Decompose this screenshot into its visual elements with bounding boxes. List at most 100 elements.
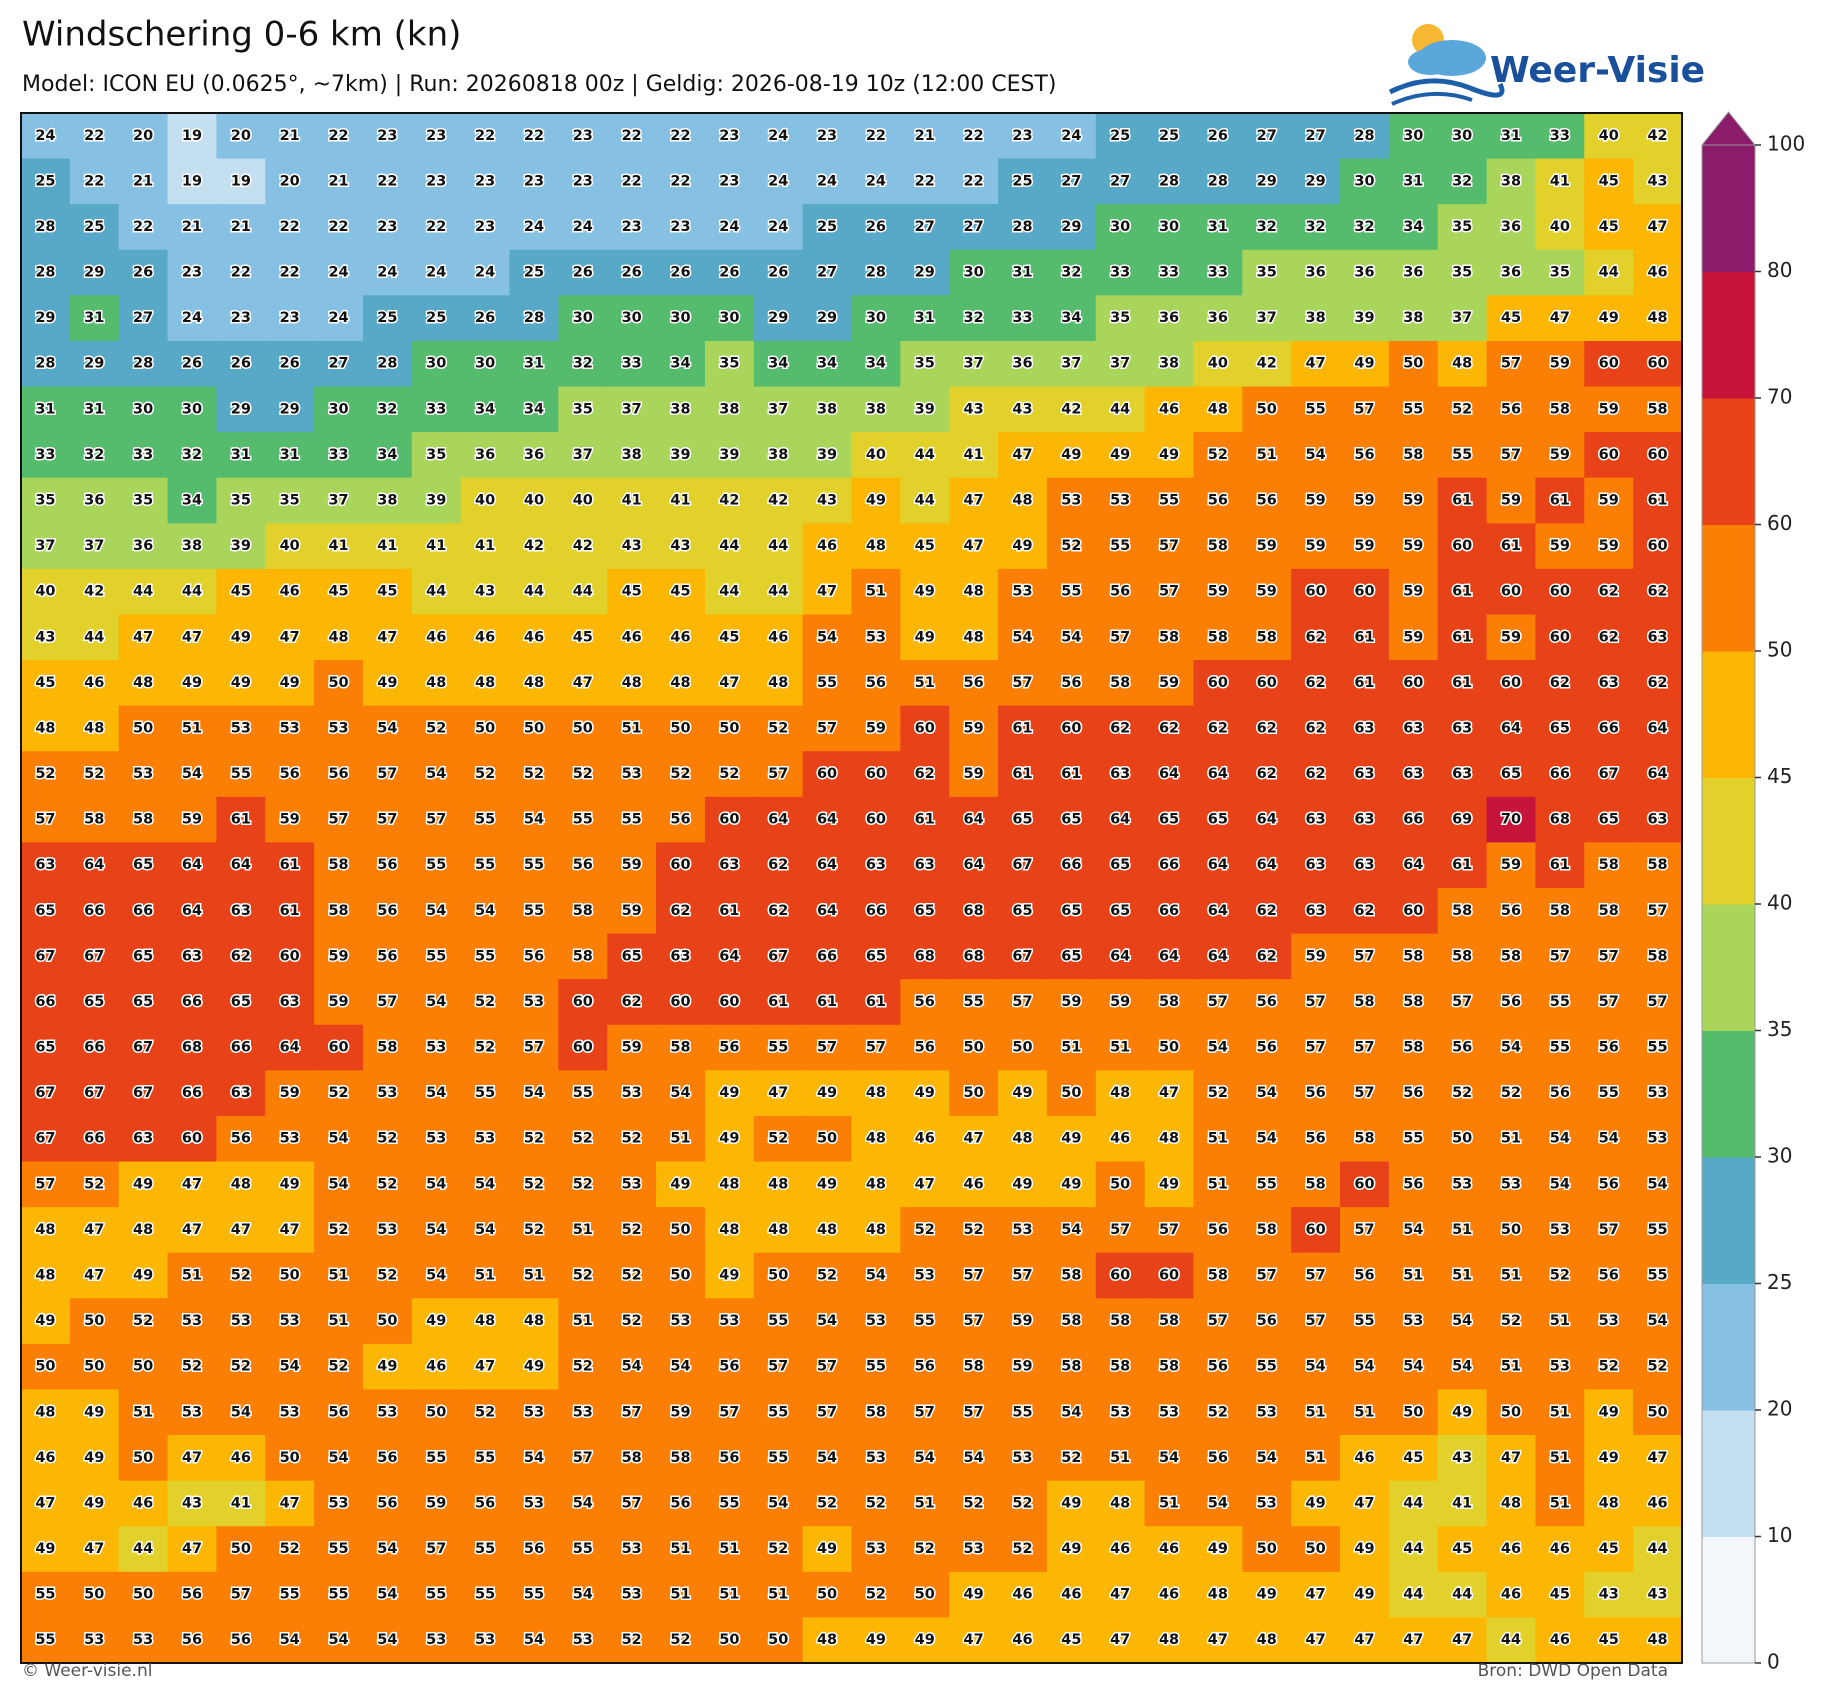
cell-value: 28 <box>1012 219 1032 235</box>
cell-value: 56 <box>1550 1085 1570 1101</box>
cell-fill <box>509 340 559 388</box>
cell-value: 34 <box>866 356 886 372</box>
cell-fill <box>1095 888 1146 935</box>
cell-fill <box>265 660 315 707</box>
cell-value: 55 <box>524 903 544 919</box>
cell-value: 42 <box>84 584 104 600</box>
cell-value: 50 <box>231 1541 251 1557</box>
cell-value: 40 <box>1550 219 1570 235</box>
cell-value: 65 <box>231 994 251 1010</box>
cell-value: 49 <box>1012 1176 1032 1192</box>
cell-fill <box>1193 568 1243 616</box>
cell-fill <box>704 1343 755 1391</box>
cell-value: 58 <box>328 903 348 919</box>
cell-value: 24 <box>817 173 837 189</box>
cell-value: 54 <box>768 1495 788 1511</box>
cell-fill <box>1437 432 1488 479</box>
cell-value: 54 <box>231 1404 251 1420</box>
cell-fill <box>167 1070 218 1117</box>
cell-fill <box>118 386 169 433</box>
cell-value: 54 <box>328 1450 348 1466</box>
cell-fill <box>1046 432 1097 479</box>
cell-value: 46 <box>915 1131 935 1147</box>
cell-fill <box>1291 432 1341 479</box>
cell-value: 52 <box>524 1176 544 1192</box>
cell-fill <box>607 113 657 160</box>
colorbar-label: 10 <box>1767 1523 1792 1547</box>
cell-fill <box>265 933 315 980</box>
cell-value: 56 <box>1501 994 1521 1010</box>
cell-fill <box>851 979 901 1026</box>
cell-fill <box>949 1115 999 1163</box>
cell-fill <box>1388 1161 1439 1208</box>
cell-fill <box>1633 568 1683 616</box>
cell-fill <box>460 660 511 707</box>
cell-value: 47 <box>1306 356 1326 372</box>
cell-fill <box>704 113 755 160</box>
cell-fill <box>900 523 950 570</box>
cell-fill <box>1388 1070 1439 1117</box>
cell-fill <box>21 842 71 889</box>
cell-value: 46 <box>1012 1632 1032 1648</box>
cell-fill <box>1437 1617 1488 1664</box>
cell-value: 56 <box>915 994 935 1010</box>
cell-fill <box>1046 477 1097 524</box>
cell-fill <box>1095 386 1146 433</box>
cell-value: 46 <box>426 1359 446 1375</box>
cell-fill <box>558 1024 608 1071</box>
cell-value: 46 <box>426 629 446 645</box>
cell-value: 45 <box>915 538 935 554</box>
cell-value: 29 <box>35 310 55 326</box>
cell-fill <box>216 1480 266 1527</box>
cell-value: 56 <box>1208 1359 1228 1375</box>
cell-fill <box>558 933 608 980</box>
cell-fill <box>21 386 71 433</box>
cell-fill <box>1242 1070 1292 1117</box>
cell-fill <box>1046 1115 1097 1163</box>
cell-value: 59 <box>1599 538 1619 554</box>
cell-value: 22 <box>622 128 642 144</box>
cell-fill <box>118 888 169 935</box>
cell-fill <box>998 1343 1048 1391</box>
cell-value: 66 <box>1599 720 1619 736</box>
cell-value: 30 <box>1159 219 1179 235</box>
cell-value: 49 <box>182 675 202 691</box>
cell-fill <box>460 1389 511 1436</box>
cell-value: 50 <box>426 1404 446 1420</box>
cell-value: 37 <box>964 356 984 372</box>
cell-fill <box>1388 523 1439 570</box>
cell-fill <box>1193 1435 1243 1482</box>
cell-value: 53 <box>133 766 153 782</box>
cell-value: 56 <box>328 766 348 782</box>
cell-fill <box>411 386 462 433</box>
cell-fill <box>21 295 71 342</box>
cell-fill <box>167 477 218 524</box>
cell-value: 54 <box>426 1222 446 1238</box>
cell-value: 34 <box>817 356 837 372</box>
cell-value: 53 <box>182 1313 202 1329</box>
cell-fill <box>656 158 706 205</box>
cell-fill <box>216 842 266 889</box>
cell-fill <box>704 1480 755 1527</box>
cell-value: 48 <box>670 675 690 691</box>
cell-fill <box>509 1435 559 1482</box>
cell-value: 28 <box>377 356 397 372</box>
cell-value: 58 <box>377 1040 397 1056</box>
cell-fill <box>1144 204 1195 251</box>
cell-fill <box>1633 888 1683 935</box>
cell-value: 60 <box>915 720 935 736</box>
cell-value: 26 <box>622 265 642 281</box>
cell-fill <box>607 796 657 844</box>
cell-fill <box>1535 1115 1585 1163</box>
cell-value: 58 <box>1061 1359 1081 1375</box>
cell-value: 53 <box>622 1176 642 1192</box>
cell-fill <box>216 1115 266 1163</box>
cell-fill <box>118 1115 169 1163</box>
cell-fill <box>509 1161 559 1208</box>
cell-value: 36 <box>1306 265 1326 281</box>
cell-value: 49 <box>1061 1541 1081 1557</box>
cell-value: 47 <box>1354 1632 1374 1648</box>
cell-fill <box>1584 158 1634 205</box>
cell-fill <box>1437 386 1488 433</box>
cell-fill <box>851 1343 901 1391</box>
